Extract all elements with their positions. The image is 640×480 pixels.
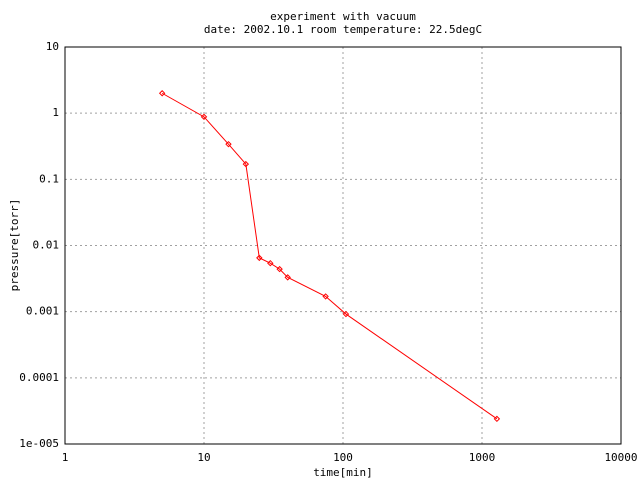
data-point bbox=[200, 113, 208, 121]
chart-subtitle: date: 2002.10.1 room temperature: 22.5de… bbox=[204, 23, 482, 36]
x-tick-label: 1 bbox=[62, 451, 69, 464]
data-point bbox=[493, 415, 501, 423]
y-tick-label: 0.0001 bbox=[19, 371, 59, 384]
plot-border bbox=[64, 46, 622, 445]
y-tick-label: 10 bbox=[46, 40, 59, 53]
chart-title: experiment with vacuum bbox=[270, 10, 416, 23]
data-point bbox=[276, 265, 283, 273]
y-tick-label: 0.01 bbox=[33, 239, 60, 252]
data-point bbox=[284, 274, 291, 281]
data-point bbox=[322, 293, 329, 300]
data-point bbox=[158, 90, 166, 97]
x-axis-label: time[min] bbox=[313, 466, 373, 479]
series-line bbox=[161, 92, 498, 420]
data-point bbox=[267, 259, 274, 267]
y-tick-label: 1e-005 bbox=[19, 437, 59, 450]
y-tick-label: 1 bbox=[52, 106, 59, 119]
data-point bbox=[342, 310, 350, 318]
y-axis-label: pressure[torr] bbox=[8, 199, 21, 292]
y-tick-label: 0.1 bbox=[39, 172, 59, 185]
x-tick-label: 100 bbox=[333, 451, 353, 464]
x-tick-label: 1000 bbox=[469, 451, 496, 464]
y-tick-label: 0.001 bbox=[26, 305, 59, 318]
data-point bbox=[256, 254, 263, 262]
data-point bbox=[242, 160, 250, 168]
x-tick-label: 10000 bbox=[604, 451, 637, 464]
data-point bbox=[225, 140, 232, 148]
x-tick-label: 10 bbox=[197, 451, 210, 464]
